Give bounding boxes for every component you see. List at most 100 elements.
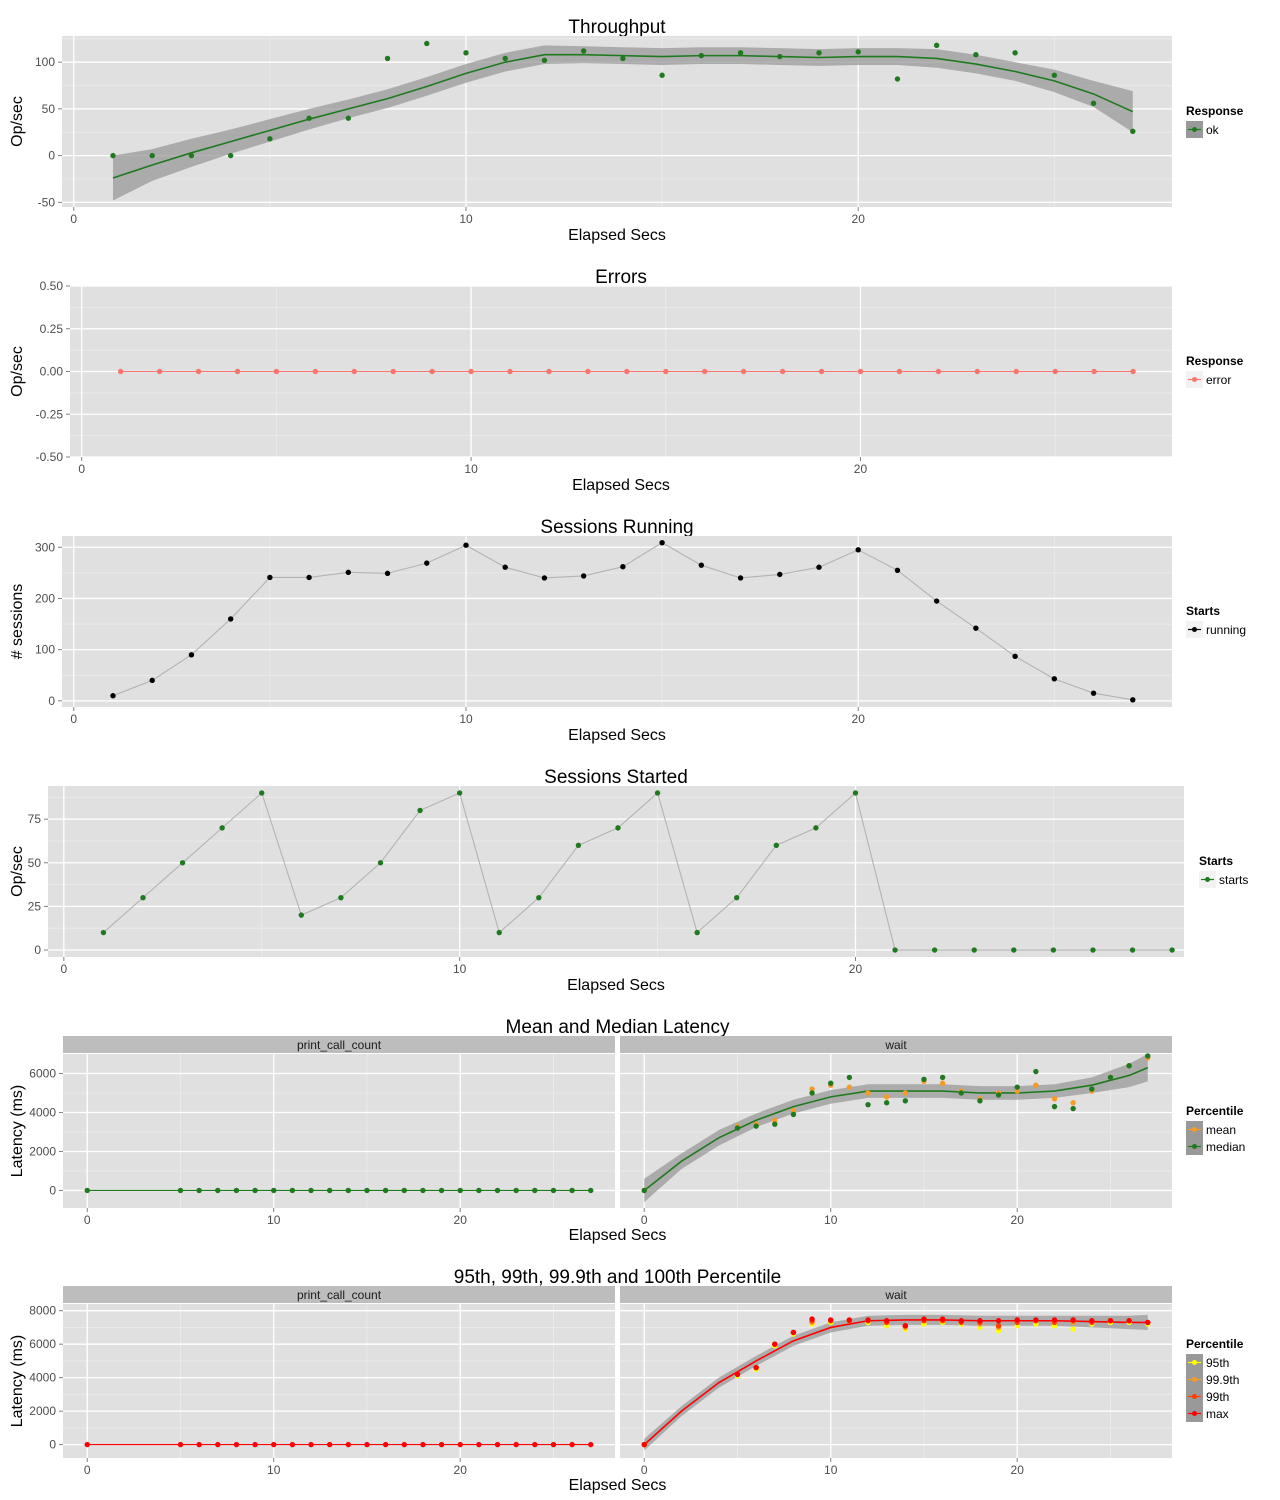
data-point-median	[513, 1187, 519, 1194]
legend-key-point	[1192, 1144, 1197, 1149]
data-point-median	[902, 1098, 909, 1104]
data-point-error	[156, 368, 163, 375]
data-point-median	[1051, 1103, 1058, 1110]
data-point-mean	[1051, 1096, 1058, 1102]
y-tick-label: 6000	[29, 1066, 56, 1080]
facet-strip	[620, 1286, 1172, 1303]
y-axis-label: Op/sec	[9, 346, 26, 397]
facet-strip	[63, 1286, 615, 1303]
data-point-starts	[773, 842, 780, 849]
plot-panel	[62, 536, 1172, 707]
data-point-median	[1107, 1074, 1114, 1081]
data-point-median	[420, 1187, 426, 1194]
data-point-max	[1145, 1319, 1151, 1326]
data-point-ok	[659, 72, 665, 78]
data-point-starts	[140, 894, 146, 901]
data-point-running	[424, 560, 430, 566]
data-point-ok	[267, 136, 273, 142]
data-point-max	[1051, 1317, 1058, 1323]
data-point-median	[532, 1187, 538, 1194]
data-point-median	[308, 1187, 314, 1194]
data-point-max	[958, 1318, 964, 1324]
data-point-mean	[865, 1090, 871, 1096]
data-point-starts	[615, 825, 621, 831]
confidence-ribbon	[112, 45, 1133, 201]
legend-label: median	[1206, 1140, 1245, 1154]
plot-panel	[48, 786, 1184, 957]
plot-panel	[620, 1304, 1172, 1458]
x-axis-label: Elapsed Secs	[569, 1227, 667, 1244]
data-point-ok	[424, 40, 430, 47]
data-point-median	[883, 1100, 890, 1106]
data-point-median	[921, 1076, 927, 1083]
data-point-median	[177, 1187, 184, 1194]
data-point-error	[585, 368, 591, 375]
legend-label: error	[1206, 373, 1231, 387]
data-point-running	[933, 598, 940, 604]
data-point-error	[546, 368, 552, 375]
data-point-max	[865, 1317, 871, 1323]
x-tick-label: 20	[454, 1213, 468, 1227]
data-point-median	[215, 1187, 221, 1194]
data-point-max	[772, 1341, 778, 1347]
x-tick-label: 10	[267, 1463, 281, 1477]
y-tick-label: 0	[34, 943, 41, 957]
y-tick-label: 6000	[29, 1337, 56, 1351]
data-point-error	[857, 368, 864, 375]
x-axis-label: Elapsed Secs	[567, 977, 665, 994]
data-point-ok	[816, 50, 822, 56]
x-tick-label: 0	[641, 1213, 648, 1227]
y-tick-label: 50	[28, 856, 42, 870]
facet-label: print_call_count	[297, 1038, 382, 1052]
smooth-line	[643, 1319, 1148, 1446]
data-point-median	[1126, 1062, 1132, 1069]
data-point-median	[1070, 1105, 1076, 1112]
data-point-max	[995, 1318, 1002, 1324]
data-point-mean	[939, 1080, 946, 1086]
data-point-starts	[536, 894, 542, 901]
y-tick-label: 25	[28, 899, 42, 913]
data-point-starts	[813, 825, 819, 831]
y-axis-label: Op/sec	[9, 96, 26, 147]
data-point-running	[267, 574, 273, 581]
facet-label: wait	[884, 1288, 907, 1302]
data-point-starts	[734, 894, 740, 901]
data-point-error	[1013, 368, 1019, 375]
data-point-max	[550, 1441, 557, 1448]
x-tick-label: 0	[60, 962, 67, 976]
data-point-ok	[502, 55, 508, 62]
data-point-starts	[892, 947, 898, 953]
data-point-running	[502, 564, 508, 570]
chart-title: Sessions Started	[544, 767, 688, 788]
data-point-max	[308, 1441, 314, 1448]
y-axis-label: Latency (ms)	[9, 1335, 26, 1427]
data-point-median	[588, 1187, 594, 1194]
data-point-median	[865, 1101, 871, 1108]
y-tick-label: 0	[49, 1183, 56, 1197]
data-point-error	[1130, 368, 1136, 375]
data-point-starts	[456, 790, 463, 796]
data-point-ok	[698, 52, 705, 59]
data-point-max	[401, 1441, 407, 1448]
data-point-max	[1014, 1317, 1020, 1323]
data-point-mean	[790, 1107, 797, 1114]
facet-label: wait	[884, 1038, 907, 1052]
data-point-ok	[1090, 100, 1097, 106]
data-point-median	[1033, 1068, 1039, 1075]
y-axis-label: Op/sec	[9, 846, 26, 897]
data-point-error	[273, 368, 280, 375]
x-tick-label: 20	[854, 462, 868, 476]
y-tick-label: -0.50	[36, 450, 64, 464]
data-point-max	[457, 1441, 463, 1448]
data-point-error	[234, 368, 241, 375]
data-point-max	[846, 1317, 853, 1323]
data-point-max	[1126, 1318, 1132, 1324]
data-point-ok	[188, 152, 195, 159]
data-point-max	[252, 1441, 258, 1448]
data-point-error	[312, 368, 319, 375]
data-point-max	[939, 1316, 946, 1322]
chart-title: Errors	[595, 267, 647, 288]
legend-key-point	[1205, 877, 1210, 882]
data-point-max	[532, 1441, 538, 1448]
legend-label: max	[1206, 1407, 1229, 1421]
